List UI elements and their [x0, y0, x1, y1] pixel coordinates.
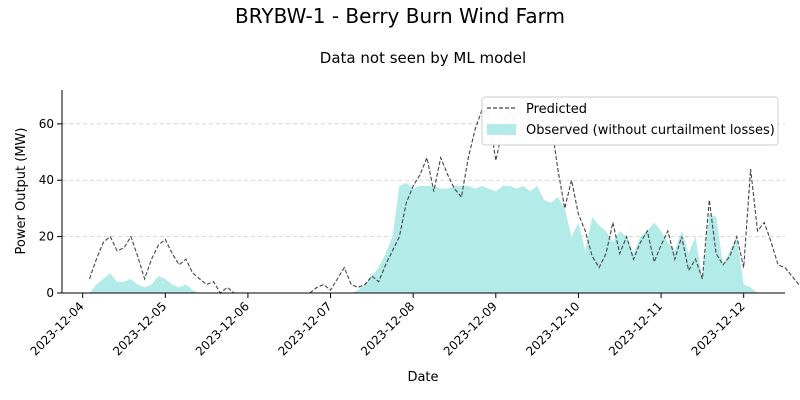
x-tick-label: 2023-12-06 [193, 299, 252, 358]
y-axis-label: Power Output (MW) [14, 128, 29, 255]
legend-box [481, 96, 779, 146]
legend-observed-swatch [487, 124, 516, 135]
legend-predicted-label: Predicted [526, 102, 587, 117]
legend-observed-label: Observed (without curtailment losses) [526, 123, 775, 138]
observed-series [89, 183, 758, 293]
chart-title: BRYBW-1 - Berry Burn Wind Farm [235, 4, 565, 28]
y-tick-label: 0 [46, 286, 54, 300]
x-tick-label: 2023-12-10 [523, 299, 582, 358]
x-tick-label: 2023-12-07 [275, 299, 334, 358]
y-tick-label: 20 [39, 230, 54, 244]
predicted-series [88, 108, 800, 294]
y-tick-label: 40 [39, 173, 54, 187]
x-tick-label: 2023-12-11 [606, 299, 665, 358]
x-axis-label: Date [407, 370, 438, 385]
chart-subtitle: Data not seen by ML model [320, 49, 526, 67]
x-tick-label: 2023-12-12 [689, 299, 748, 358]
observed-area [89, 273, 200, 293]
x-tick-label: 2023-12-05 [110, 299, 169, 358]
x-tick-label: 2023-12-09 [441, 299, 500, 358]
predicted-line [88, 108, 800, 294]
x-tick-label: 2023-12-04 [28, 299, 87, 358]
observed-area [351, 183, 758, 293]
y-tick-label: 60 [39, 117, 54, 131]
x-tick-label: 2023-12-08 [358, 299, 417, 358]
legend: Predicted Observed (without curtailment l… [481, 96, 779, 146]
